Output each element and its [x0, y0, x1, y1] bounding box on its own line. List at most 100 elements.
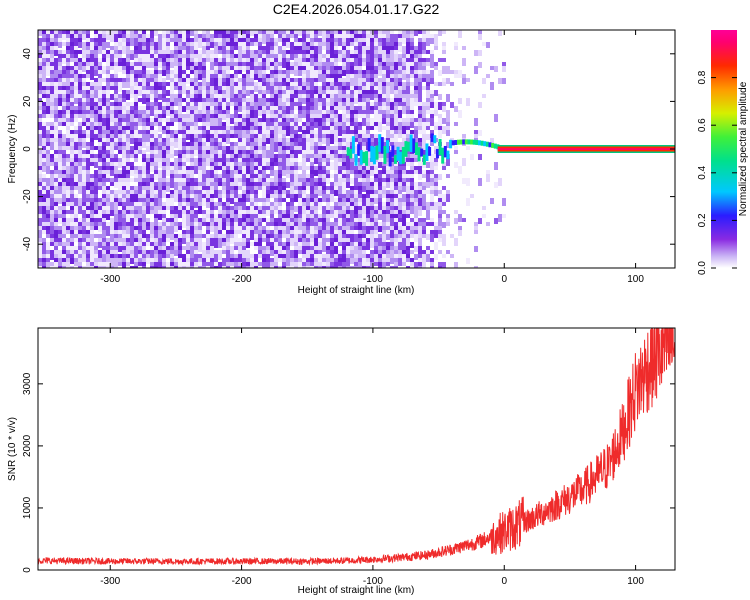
spectrogram-cell	[130, 74, 134, 78]
spectrogram-cell	[218, 234, 222, 238]
spectrogram-cell	[326, 202, 330, 206]
spectrogram-cell	[358, 78, 362, 84]
spectrogram-cell	[214, 190, 218, 198]
spectrogram-cell	[322, 66, 326, 72]
spectrogram-cell	[234, 106, 238, 110]
spectrogram-cell	[286, 110, 290, 114]
spectrogram-cell	[362, 170, 366, 174]
spectrogram-cell	[274, 246, 278, 250]
spectrogram-cell	[122, 182, 126, 188]
spectrogram-cell	[354, 190, 358, 196]
spectrogram-cell	[406, 74, 410, 80]
spectrogram-cell	[142, 126, 146, 130]
spectrogram-cell	[262, 154, 266, 160]
spectrogram-cell	[330, 246, 334, 252]
spectrogram-cell	[126, 266, 130, 268]
spectrogram-cell	[186, 66, 190, 70]
spectrogram-cell	[214, 118, 218, 122]
spectrogram-cell	[290, 230, 294, 234]
spectrogram-cell	[150, 138, 154, 142]
spectrogram-cell	[342, 182, 346, 188]
spectrogram-cell	[254, 70, 258, 74]
spectrogram-cell	[326, 194, 330, 198]
spectrogram-cell	[282, 246, 286, 250]
spectrogram-cell	[350, 210, 354, 216]
spectrogram-cell	[50, 46, 54, 52]
spectrogram-cell	[262, 58, 266, 64]
spectrogram-cell	[330, 154, 334, 160]
spectrogram-cell	[222, 218, 226, 222]
spectrogram-cell	[386, 86, 390, 92]
spectrogram-cell	[70, 122, 74, 126]
spectrogram-cell	[50, 42, 54, 46]
spectrogram-cell	[322, 30, 326, 34]
spectrogram-cell	[202, 142, 206, 146]
spectrogram-cell	[310, 158, 314, 164]
spectrogram-cell	[166, 34, 170, 38]
spectrogram-cell	[302, 194, 306, 200]
spectrogram-cell	[258, 234, 262, 238]
spectrogram-cell	[190, 146, 194, 150]
spectrogram-cell	[298, 30, 302, 36]
spectrogram-cell	[42, 258, 46, 264]
spectrogram-cell	[274, 46, 278, 50]
spectrogram-cell	[346, 230, 350, 234]
spectrogram-cell	[382, 234, 386, 240]
spectrogram-cell	[74, 250, 78, 256]
spectrogram-cell	[78, 174, 82, 178]
spectrogram-cell	[254, 66, 258, 72]
spectrogram-cell	[250, 62, 254, 66]
spectrogram-cell	[298, 262, 302, 268]
spectrogram-cell	[262, 186, 266, 190]
spectrogram-cell	[162, 202, 166, 208]
spectrogram-cell	[46, 242, 50, 248]
spectrogram-cell	[334, 58, 338, 62]
spectrogram-cell	[366, 82, 370, 88]
spectrogram-cell	[186, 226, 190, 232]
spectrogram-cell	[242, 66, 246, 72]
spectrogram-cell	[186, 34, 190, 38]
spectrogram-cell	[178, 214, 182, 218]
spectrogram-cell	[282, 222, 286, 228]
spectrogram-cell	[282, 210, 286, 214]
spectrogram-cell	[174, 62, 178, 66]
spectrogram-cell	[322, 206, 326, 214]
spectrogram-cell	[206, 38, 210, 42]
spectrogram-cell	[150, 206, 154, 212]
spectrogram-cell	[230, 262, 234, 268]
spectrogram-cell	[350, 170, 354, 174]
spectrogram-cell	[246, 158, 250, 164]
spectrogram-cell	[334, 110, 338, 114]
spectrogram-cell	[338, 154, 342, 160]
spectrogram-cell	[158, 74, 162, 82]
spectrogram-cell	[310, 50, 314, 56]
spectrogram-cell	[230, 178, 234, 184]
spectrogram-cell	[150, 154, 154, 160]
spectrogram-cell	[314, 194, 318, 198]
spectrogram-cell	[278, 174, 282, 180]
spectrogram-cell	[354, 150, 358, 154]
spectrogram-cell	[354, 122, 358, 128]
spectrogram-cell	[294, 250, 298, 258]
spectrogram-cell	[126, 158, 130, 164]
spectrogram-cell	[146, 98, 150, 104]
spectrogram-cell	[222, 90, 226, 94]
spectrogram-cell	[106, 50, 110, 54]
spectrogram-cell	[178, 186, 182, 190]
spectrogram-cell	[150, 254, 154, 258]
spectrogram-cell	[106, 154, 110, 160]
spectrogram-cell	[230, 214, 234, 220]
spectrogram-cell	[38, 134, 42, 140]
spectrogram-cell	[370, 206, 374, 212]
spectrogram-cell	[354, 210, 358, 216]
spectrogram-cell	[146, 182, 150, 186]
spectrogram-cell	[326, 74, 330, 78]
spectrogram-cell	[150, 262, 154, 268]
spectrogram-cell	[142, 226, 146, 230]
spectrogram-cell	[138, 66, 142, 72]
spectrogram-cell	[42, 250, 46, 254]
spectrogram-cell	[254, 122, 258, 126]
spectrogram-cell	[374, 142, 378, 146]
spectrogram-cell	[154, 226, 158, 230]
spectrogram-cell	[270, 154, 274, 158]
